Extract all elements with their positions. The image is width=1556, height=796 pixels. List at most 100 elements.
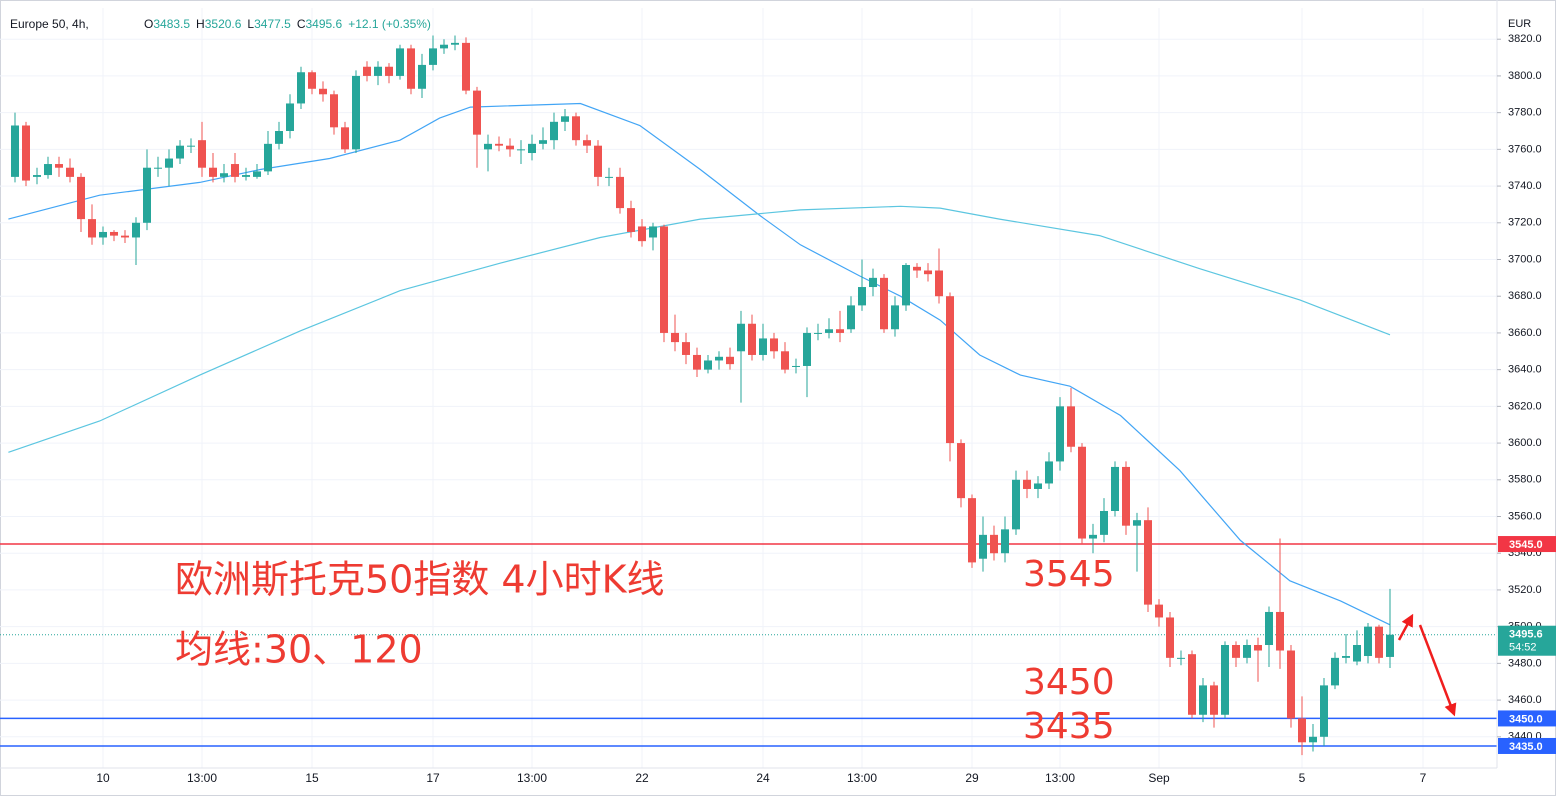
x-tick-label: 29 <box>965 771 979 785</box>
price-tag <box>1498 710 1556 727</box>
legend-key: O <box>144 17 153 31</box>
currency: EUR <box>1508 18 1531 30</box>
y-tick-label: 3620.0 <box>1508 400 1542 412</box>
candle-body <box>583 140 591 146</box>
candle-body <box>1111 466 1119 511</box>
candle-body <box>1210 685 1218 715</box>
candle-body <box>1089 534 1097 539</box>
candle-body <box>231 164 239 177</box>
last-price-tag <box>1498 625 1556 656</box>
candle-body <box>77 176 85 220</box>
candle-body <box>649 226 657 238</box>
candle-body <box>781 351 789 370</box>
candle-body <box>825 329 833 333</box>
candle-body <box>891 305 899 330</box>
candle-body <box>1254 645 1262 651</box>
candle-body <box>11 125 19 177</box>
candle-body <box>55 164 63 168</box>
candle-body <box>1001 529 1009 554</box>
candle-body <box>792 365 800 367</box>
y-tick-label: 3780.0 <box>1508 107 1542 119</box>
price-tag-label: 3450.0 <box>1509 713 1543 725</box>
legend-key: L <box>247 17 254 31</box>
candles <box>11 35 1394 756</box>
legend-value: 3495.6 <box>305 17 342 31</box>
candle-body <box>561 116 569 122</box>
candle-body <box>275 130 283 144</box>
candle-body <box>1012 479 1020 530</box>
candle-body <box>1287 650 1295 719</box>
candle-body <box>1298 718 1306 743</box>
candle-body <box>869 277 877 288</box>
ohlc-legend: O3483.5 H3520.6 L3477.5 C3495.6 +12.1 (+0.35… <box>144 17 431 31</box>
axes: 3440.03460.03480.03500.03520.03540.03560… <box>96 33 1541 785</box>
candle-body <box>715 356 723 361</box>
candle-body <box>121 235 129 238</box>
x-tick-label: 17 <box>426 771 440 785</box>
candle-body <box>451 42 459 45</box>
candle-body <box>407 48 415 89</box>
candle-body <box>660 226 668 333</box>
legend-value: 3483.5 <box>153 17 190 31</box>
candle-body <box>319 88 327 95</box>
candle-body <box>429 48 437 65</box>
grid <box>0 8 1497 768</box>
x-tick-label: 13:00 <box>1045 771 1075 785</box>
candle-body <box>539 140 547 144</box>
candle-body <box>1056 406 1064 462</box>
candle-body <box>1320 685 1328 737</box>
x-tick-label: 10 <box>96 771 110 785</box>
candle-body <box>737 323 745 352</box>
x-tick-label: 13:00 <box>847 771 877 785</box>
candle-body <box>594 145 602 177</box>
candle-body <box>1122 466 1130 526</box>
candle-body <box>1309 736 1317 743</box>
price-tag <box>1498 536 1556 553</box>
symbol: Europe 50, 4h, <box>10 17 89 31</box>
arrow <box>1397 613 1414 641</box>
candle-body <box>297 72 305 104</box>
price-tag <box>1498 737 1556 754</box>
y-tick-label: 3720.0 <box>1508 217 1542 229</box>
candle-body <box>693 354 701 370</box>
candle-body <box>506 145 514 150</box>
candle-body <box>363 66 371 76</box>
candle-body <box>880 277 888 330</box>
candle-body <box>770 338 778 352</box>
x-tick-label: 22 <box>635 771 649 785</box>
candle-body <box>1364 626 1372 657</box>
candle-body <box>1375 626 1383 658</box>
candle-body <box>638 226 646 242</box>
candle-body <box>1177 657 1185 659</box>
candle-body <box>242 175 250 177</box>
candle-body <box>990 534 998 554</box>
y-tick-label: 3460.0 <box>1508 694 1542 706</box>
candle-body <box>550 121 558 141</box>
candle-body <box>968 498 976 563</box>
candle-body <box>1243 645 1251 658</box>
candle-body <box>671 332 679 343</box>
countdown: 54:52 <box>1509 642 1537 654</box>
candle-body <box>132 222 140 238</box>
candle-body <box>1342 656 1350 658</box>
candle-body <box>847 305 855 330</box>
legend-value: 3520.6 <box>205 17 242 31</box>
annotation-level: 3435 <box>1023 706 1115 747</box>
candle-body <box>440 44 448 49</box>
candle-body <box>495 143 503 146</box>
candle-body <box>1276 611 1284 651</box>
candle-body <box>814 332 822 334</box>
candle-body <box>957 443 965 499</box>
last-price-label: 3495.6 <box>1509 629 1543 641</box>
candle-body <box>484 143 492 150</box>
candle-body <box>1265 611 1273 646</box>
y-tick-label: 3580.0 <box>1508 474 1542 486</box>
candle-body <box>528 143 536 154</box>
legend-change: +12.1 (+0.35%) <box>348 17 431 31</box>
candle-body <box>187 145 195 147</box>
y-tick-label: 3820.0 <box>1508 33 1542 45</box>
candle-body <box>462 42 470 91</box>
y-tick-label: 3680.0 <box>1508 290 1542 302</box>
legend-value: 3477.5 <box>254 17 291 31</box>
price-tag-label: 3435.0 <box>1509 741 1543 753</box>
